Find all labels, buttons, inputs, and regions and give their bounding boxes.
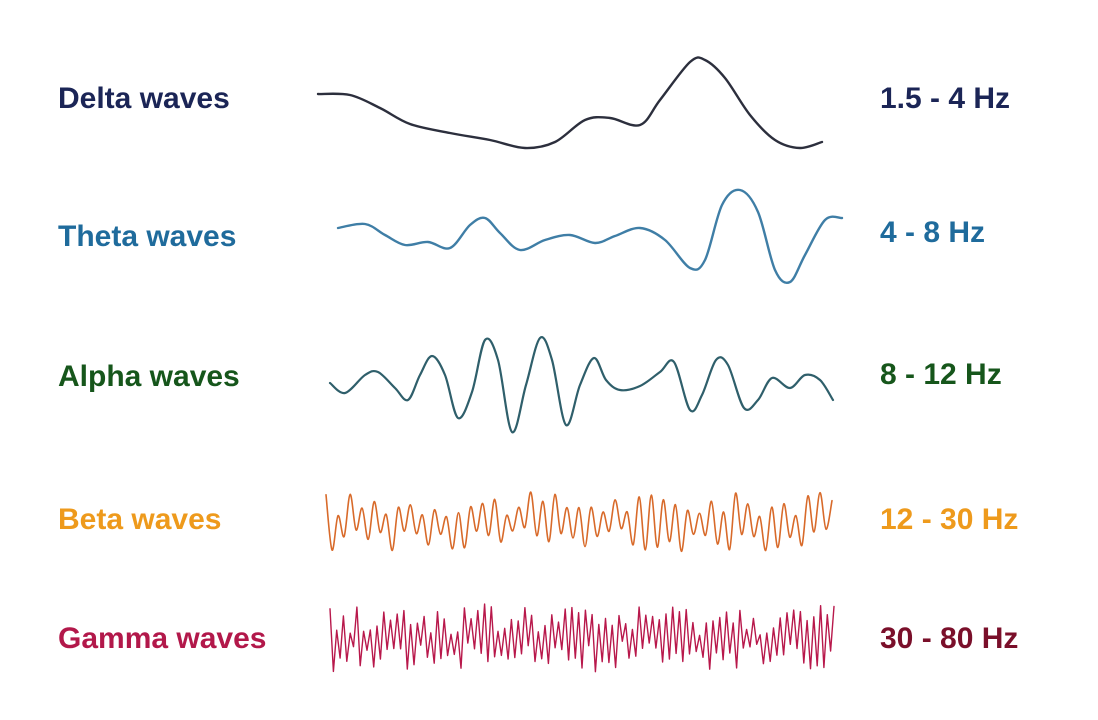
gamma-waveform — [329, 603, 835, 673]
wave-range-gamma: 30 - 80 Hz — [880, 622, 1019, 655]
row-theta: Theta waves 4 - 8 Hz — [0, 200, 1098, 320]
theta-waveform — [336, 188, 844, 285]
row-gamma: Gamma waves 30 - 80 Hz — [0, 600, 1098, 720]
wave-label-alpha: Alpha waves — [58, 360, 240, 393]
wave-range-delta: 1.5 - 4 Hz — [880, 82, 1011, 115]
beta-waveform — [325, 491, 833, 553]
row-alpha: Alpha waves 8 - 12 Hz — [0, 340, 1098, 460]
row-delta: Delta waves 1.5 - 4 Hz — [0, 60, 1098, 180]
wave-label-beta: Beta waves — [58, 503, 222, 536]
wave-label-gamma: Gamma waves — [58, 622, 267, 655]
wave-range-beta: 12 - 30 Hz — [880, 503, 1019, 536]
wave-label-theta: Theta waves — [58, 220, 237, 253]
row-beta: Beta waves 12 - 30 Hz — [0, 480, 1098, 600]
wave-label-delta: Delta waves — [58, 82, 230, 115]
delta-waveform — [316, 56, 824, 150]
alpha-waveform — [328, 336, 835, 434]
wave-range-alpha: 8 - 12 Hz — [880, 358, 1002, 391]
wave-range-theta: 4 - 8 Hz — [880, 216, 986, 249]
